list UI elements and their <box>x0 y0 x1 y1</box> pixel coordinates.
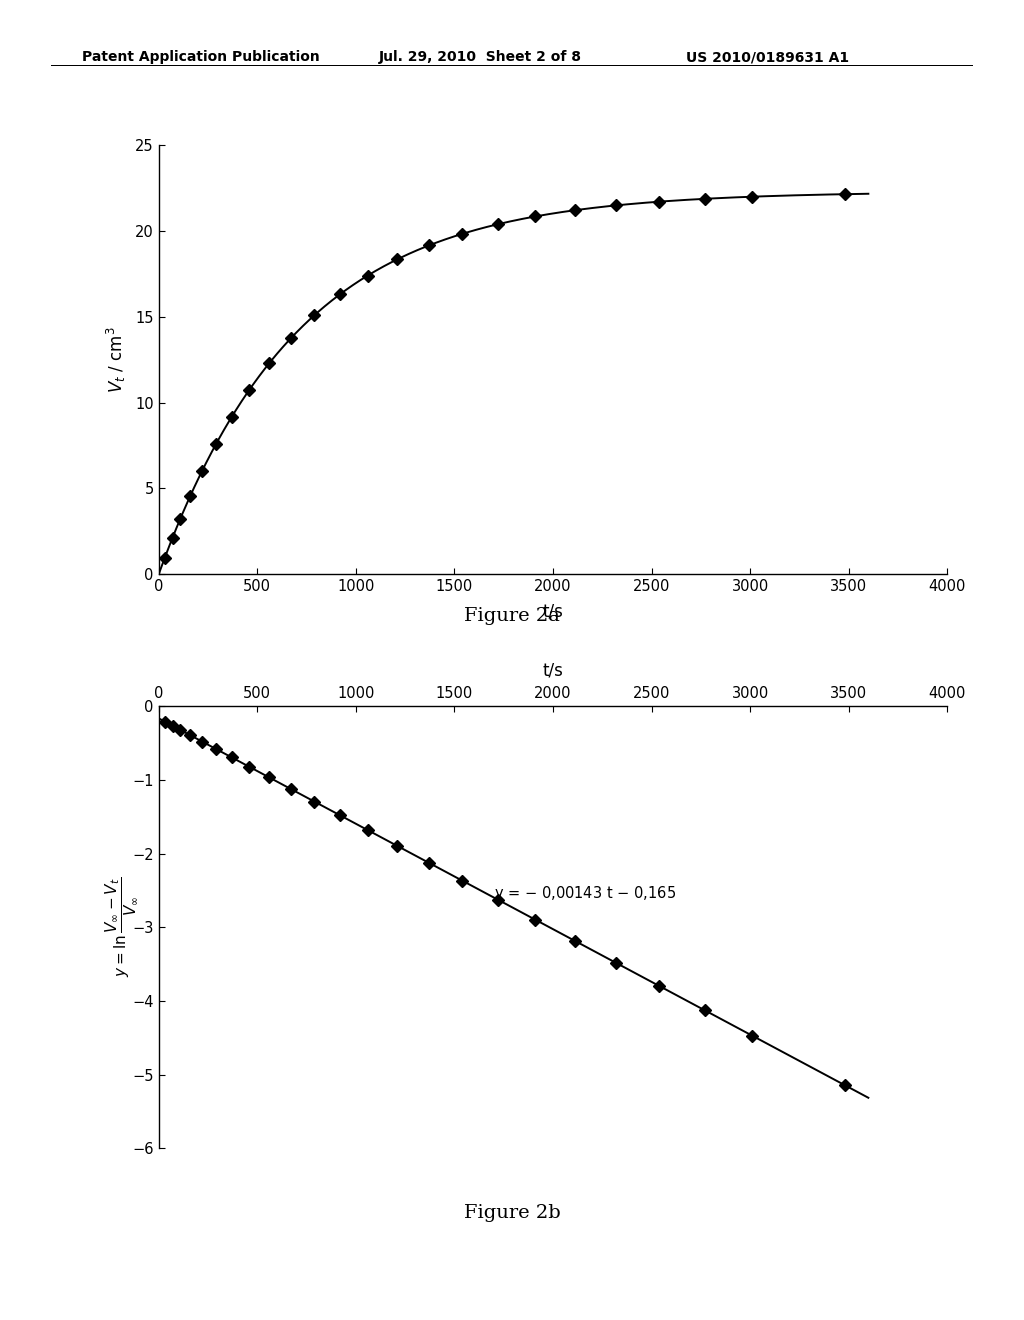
Text: y = $-$ 0,00143 t $-$ 0,165: y = $-$ 0,00143 t $-$ 0,165 <box>494 884 676 903</box>
Text: Figure 2b: Figure 2b <box>464 1204 560 1222</box>
Text: US 2010/0189631 A1: US 2010/0189631 A1 <box>686 50 849 65</box>
Y-axis label: $y = \ln\dfrac{V_\infty - V_t}{V_\infty}$: $y = \ln\dfrac{V_\infty - V_t}{V_\infty}… <box>103 878 139 977</box>
Y-axis label: $V_t$ / cm$^3$: $V_t$ / cm$^3$ <box>105 326 128 393</box>
Text: Patent Application Publication: Patent Application Publication <box>82 50 319 65</box>
X-axis label: t/s: t/s <box>543 661 563 680</box>
X-axis label: t/s: t/s <box>543 602 563 620</box>
Text: Jul. 29, 2010  Sheet 2 of 8: Jul. 29, 2010 Sheet 2 of 8 <box>379 50 582 65</box>
Text: Figure 2a: Figure 2a <box>464 607 560 626</box>
